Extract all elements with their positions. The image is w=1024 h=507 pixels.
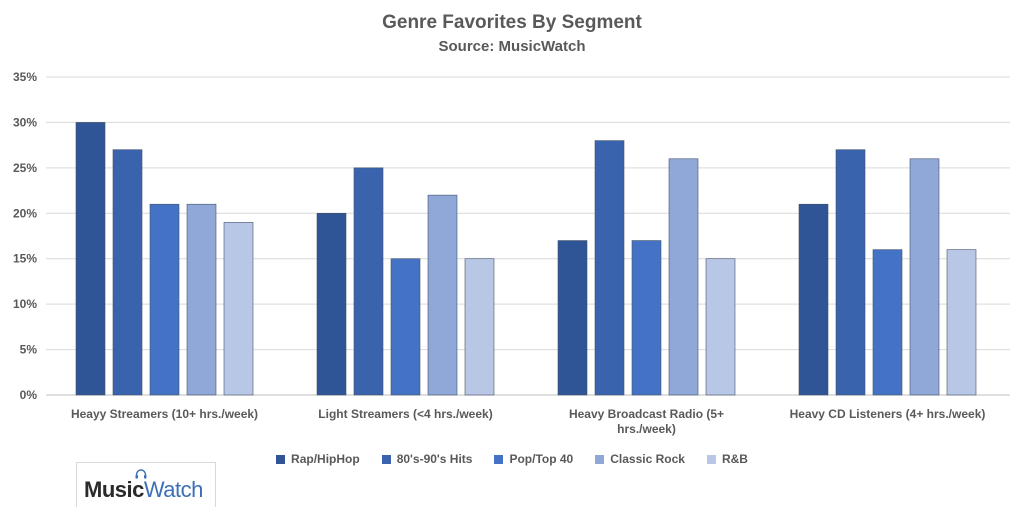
legend-swatch bbox=[381, 454, 391, 464]
bar bbox=[946, 249, 977, 396]
logo-text-watch: Watch bbox=[143, 477, 204, 502]
legend-item: Rap/HipHop bbox=[276, 452, 360, 466]
y-axis-ticks: 0% 5% 10% 15% 20% 25% 30% 35% bbox=[13, 70, 37, 402]
legend-swatch bbox=[595, 454, 605, 464]
bar bbox=[427, 194, 458, 396]
bar bbox=[798, 203, 829, 396]
legend-label: Rap/HipHop bbox=[291, 452, 360, 466]
y-tick-label: 35% bbox=[13, 70, 37, 84]
legend-label: Classic Rock bbox=[610, 452, 685, 466]
legend-item: Pop/Top 40 bbox=[494, 452, 573, 466]
legend-item: Classic Rock bbox=[595, 452, 685, 466]
bar bbox=[112, 149, 143, 396]
y-tick-label: 10% bbox=[13, 297, 37, 311]
legend-label: Pop/Top 40 bbox=[509, 452, 574, 466]
musicwatch-logo: MusicWatch bbox=[76, 462, 216, 507]
bars bbox=[75, 122, 977, 396]
y-tick-label: 0% bbox=[20, 388, 38, 402]
y-tick-label: 5% bbox=[20, 343, 38, 357]
chart-subtitle: Source: MusicWatch bbox=[438, 38, 586, 55]
bar bbox=[464, 258, 495, 396]
bar bbox=[316, 212, 347, 396]
legend-swatch bbox=[494, 454, 504, 464]
bar-chart: 0% 5% 10% 15% 20% 25% 30% 35% Heayy Streamers (… bbox=[13, 70, 1010, 436]
x-category-label: Light Streamers (<4 hrs./week) bbox=[318, 407, 492, 421]
y-tick-label: 15% bbox=[13, 252, 37, 266]
x-category-label: Heavy CD Listeners (4+ hrs./week) bbox=[790, 407, 986, 421]
x-category-label: Heavy Broadcast Radio (5+ hrs./week) bbox=[569, 407, 724, 436]
legend-item: R&B bbox=[706, 452, 748, 466]
y-tick-label: 25% bbox=[13, 161, 37, 175]
bar bbox=[353, 167, 384, 396]
legend-swatch bbox=[276, 454, 286, 464]
bar bbox=[594, 140, 625, 396]
bar bbox=[186, 203, 217, 396]
bar bbox=[631, 240, 662, 396]
bar bbox=[390, 258, 421, 396]
bar bbox=[149, 203, 180, 396]
bar bbox=[835, 149, 866, 396]
legend-item: 80's-90's Hits bbox=[381, 452, 473, 466]
chart-title: Genre Favorites By Segment bbox=[382, 12, 642, 33]
bar bbox=[668, 158, 699, 396]
bar bbox=[872, 249, 903, 396]
bar bbox=[75, 122, 106, 396]
bar bbox=[223, 222, 254, 396]
legend-label: 80's-90's Hits bbox=[396, 452, 473, 466]
legend-label: R&B bbox=[721, 452, 748, 466]
legend-swatch bbox=[706, 454, 716, 464]
y-tick-label: 30% bbox=[13, 115, 37, 129]
x-category-label: Heayy Streamers (10+ hrs./week) bbox=[71, 407, 258, 421]
bar bbox=[557, 240, 588, 396]
logo-text-music: Music bbox=[84, 477, 144, 502]
bar bbox=[909, 158, 940, 396]
bar bbox=[705, 258, 736, 396]
headphones-icon bbox=[135, 469, 147, 479]
legend: Rap/HipHop 80's-90's Hits Pop/Top 40 Classi… bbox=[0, 452, 1024, 466]
y-tick-label: 20% bbox=[13, 206, 37, 220]
category-labels: Heayy Streamers (10+ hrs./week) Light Str… bbox=[71, 407, 985, 436]
